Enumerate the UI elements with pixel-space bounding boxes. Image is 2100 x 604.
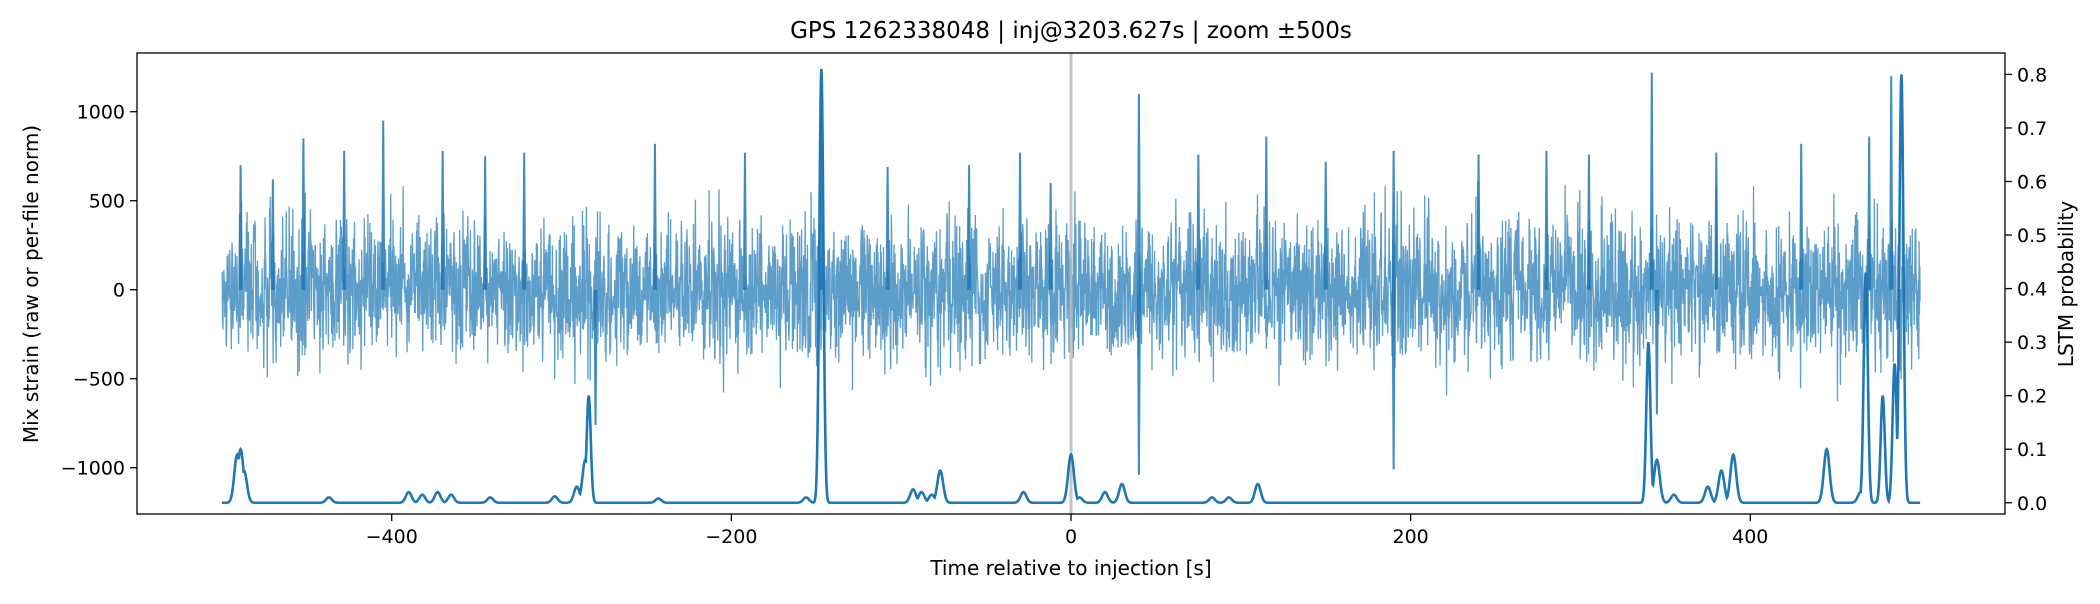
strain-peak xyxy=(1018,152,1023,290)
y-tick-label-right: 0.7 xyxy=(2017,118,2047,140)
y-tick-label-right: 0.1 xyxy=(2017,439,2047,461)
strain-peak xyxy=(593,289,598,426)
strain-peak xyxy=(483,156,488,290)
strain-peak xyxy=(1048,182,1053,290)
strain-peak xyxy=(1264,136,1269,290)
strain-peak xyxy=(967,165,972,290)
strain-peak xyxy=(440,150,445,290)
strain-peak xyxy=(381,120,386,290)
y-ticks-right: 0.0 0.1 0.2 0.3 0.4 0.5 0.6 0.7 0.8 xyxy=(2005,64,2047,515)
strain-peak xyxy=(1649,72,1654,290)
strain-peak xyxy=(238,165,243,290)
strain-peak xyxy=(1586,154,1591,290)
y-tick-label-left: −500 xyxy=(73,369,125,391)
strain-peak xyxy=(1323,161,1328,290)
x-tick-label: 200 xyxy=(1393,526,1429,548)
strain-peak xyxy=(1391,150,1396,290)
plot-area xyxy=(221,53,1921,514)
strain-peak xyxy=(1544,150,1549,290)
chart-title: GPS 1262338048 | inj@3203.627s | zoom ±5… xyxy=(790,18,1352,44)
x-tick-label: 400 xyxy=(1732,526,1768,548)
strain-peak xyxy=(1136,93,1141,290)
y-tick-label-right: 0.8 xyxy=(2017,64,2047,86)
y-tick-label-left: 1000 xyxy=(77,102,125,124)
y-tick-label-right: 0.0 xyxy=(2017,493,2047,515)
strain-peak xyxy=(1654,289,1659,415)
y-tick-label-right: 0.5 xyxy=(2017,225,2047,247)
strain-peak xyxy=(342,150,347,290)
x-tick-label: −400 xyxy=(366,526,418,548)
strain-peak xyxy=(1196,154,1201,290)
strain-peak xyxy=(1799,143,1804,290)
y-tick-label-right: 0.4 xyxy=(2017,279,2047,301)
strain-peak xyxy=(522,152,527,290)
strain-peak xyxy=(1136,289,1141,475)
x-tick-label: 0 xyxy=(1065,526,1077,548)
strain-peak xyxy=(301,138,306,290)
plot-layer xyxy=(221,53,1921,514)
y-tick-label-right: 0.2 xyxy=(2017,386,2047,408)
strain-peak xyxy=(652,143,657,290)
y-tick-label-left: 500 xyxy=(89,191,125,213)
lstm-probability-line xyxy=(221,69,1921,505)
strain-peak xyxy=(270,179,275,290)
x-ticks: −400 −200 0 200 400 xyxy=(366,514,1768,548)
strain-peak xyxy=(1714,152,1719,290)
strain-peak xyxy=(1391,289,1396,470)
y-ticks-left: −1000 −500 0 500 1000 xyxy=(61,102,137,480)
y-tick-label-left: −1000 xyxy=(61,458,125,480)
strain-peak xyxy=(1889,76,1894,290)
x-axis-label: Time relative to injection [s] xyxy=(929,556,1211,580)
y-tick-label-right: 0.3 xyxy=(2017,332,2047,354)
strain-peak xyxy=(885,166,890,290)
y-tick-label-right: 0.6 xyxy=(2017,172,2047,194)
strain-peak xyxy=(1867,136,1872,290)
x-tick-label: −200 xyxy=(705,526,757,548)
strain-peak xyxy=(742,152,747,290)
y-axis-label-right: LSTM probability xyxy=(2054,201,2078,368)
y-axis-label-left: Mix strain (raw or per-file norm) xyxy=(19,125,43,443)
strain-peak xyxy=(1476,154,1481,290)
y-tick-label-left: 0 xyxy=(113,280,125,302)
